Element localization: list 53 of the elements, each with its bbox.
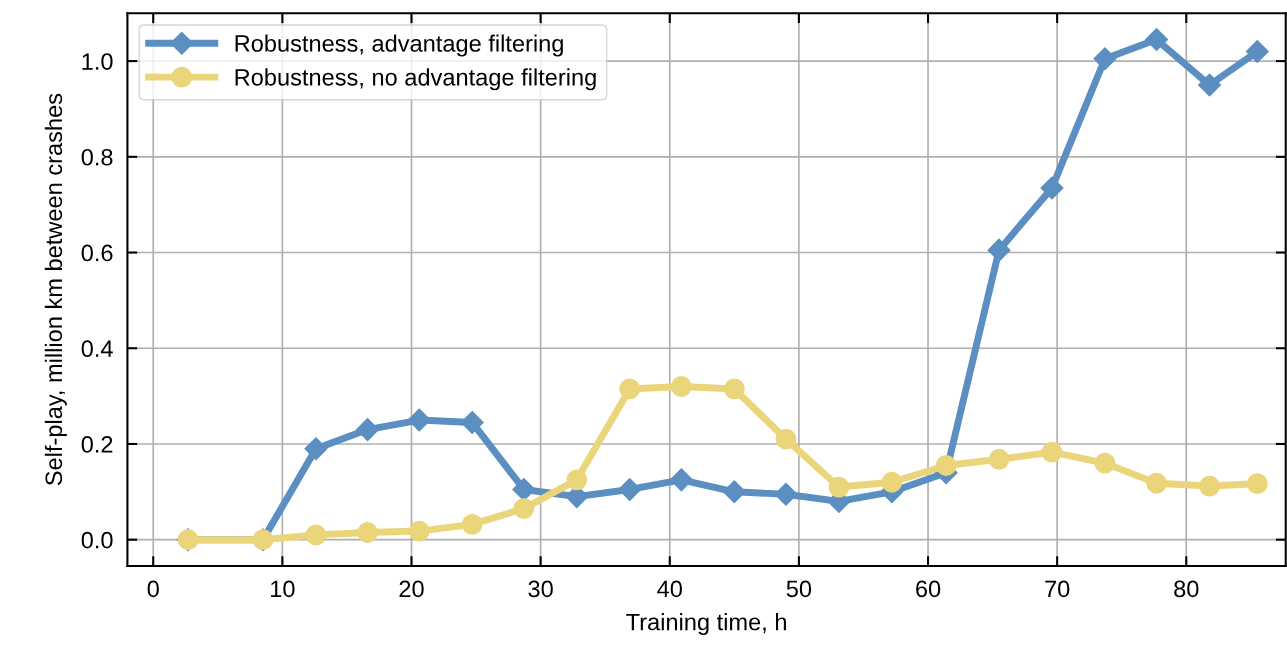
point — [1198, 73, 1222, 97]
y-tick-label: 0.4 — [81, 340, 113, 358]
point — [356, 418, 380, 442]
point — [566, 469, 588, 491]
point — [357, 522, 379, 543]
x-tick-label: 80 — [1174, 580, 1199, 598]
point — [828, 476, 850, 498]
point — [881, 471, 903, 493]
x-tick-label: 20 — [399, 580, 424, 598]
x-tick-label: 0 — [147, 580, 159, 598]
x-tick-label: 70 — [1045, 580, 1070, 598]
point — [407, 408, 431, 432]
x-tick-label: 30 — [528, 580, 553, 598]
point — [461, 513, 483, 535]
x-axis-title: Training time, h — [626, 613, 786, 636]
y-tick-label: 0.0 — [81, 531, 113, 549]
point — [512, 477, 536, 501]
x-tick-label: 50 — [786, 580, 812, 598]
point — [1145, 28, 1169, 52]
y-axis-title: Self-play, million km between crashes — [44, 93, 67, 486]
point — [619, 378, 641, 400]
point — [1093, 47, 1117, 71]
point — [1041, 441, 1063, 463]
point — [1246, 473, 1268, 495]
point — [723, 378, 745, 400]
x-tick-label: 40 — [657, 580, 682, 598]
point — [722, 480, 746, 504]
point — [1245, 40, 1269, 64]
point — [1094, 452, 1116, 474]
point — [408, 520, 430, 542]
y-tick-label: 0.6 — [81, 244, 113, 262]
point — [1146, 472, 1167, 494]
legend-label: Robustness, no advantage filtering — [235, 68, 596, 91]
point — [460, 410, 484, 434]
point — [935, 455, 957, 476]
point — [1199, 475, 1220, 497]
point — [774, 482, 798, 506]
x-tick-label: 60 — [916, 580, 941, 598]
point — [775, 428, 797, 450]
point — [988, 448, 1010, 470]
x-tick-label: 10 — [271, 580, 295, 598]
point — [670, 376, 692, 397]
point — [1040, 176, 1064, 200]
point — [304, 437, 328, 461]
point — [987, 238, 1011, 262]
legend-label: Robustness, advantage filtering — [235, 34, 563, 57]
point — [305, 524, 327, 546]
y-tick-label: 0.8 — [81, 148, 113, 166]
y-tick-label: 1.0 — [82, 53, 113, 70]
point — [618, 477, 642, 501]
y-tick-label: 0.2 — [81, 436, 113, 453]
point — [513, 498, 535, 519]
point — [669, 468, 693, 492]
